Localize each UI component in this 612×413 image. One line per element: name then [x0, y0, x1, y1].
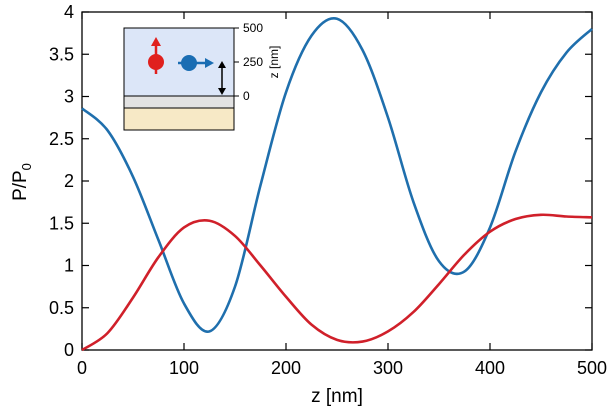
y-axis-title-subscript: 0 [19, 163, 34, 170]
y-axis-title-main: P/P [10, 170, 31, 201]
x-tick-label: 100 [169, 358, 199, 378]
x-axis-title: z [nm] [311, 386, 363, 407]
inset-substrate-layer [123, 107, 235, 131]
y-tick-label: 3.5 [49, 44, 74, 64]
double-arrow-icon [218, 61, 226, 95]
inset-tick-label: 500 [243, 21, 263, 35]
series-layer [81, 17, 593, 352]
y-tick-label: 0 [64, 340, 74, 360]
series-line-2 [81, 213, 593, 352]
horizontal-dipole-icon [178, 55, 214, 71]
vertical-dipole-icon [148, 37, 164, 74]
y-axis-title: P/P0 [10, 163, 34, 201]
x-tick-label: 500 [577, 358, 607, 378]
x-tick-label: 200 [271, 358, 301, 378]
y-tick-label: 3 [64, 87, 74, 107]
inset-tick-label: 0 [243, 89, 250, 103]
series-line-1 [81, 17, 593, 333]
y-tick-label: 2.5 [49, 129, 74, 149]
y-tick-label: 0.5 [49, 298, 74, 318]
x-tick-label: 300 [373, 358, 403, 378]
inset-axis-label: z [nm] [267, 46, 281, 79]
y-tick-label: 1.5 [49, 213, 74, 233]
y-tick-label: 4 [64, 2, 74, 22]
inset-tick-label: 250 [243, 55, 263, 69]
tick-labels: 0 100 200 300 400 500 0 0.5 1 1.5 2 2.5 3 3.5 4 [49, 2, 607, 378]
y-tick-label: 1 [64, 256, 74, 276]
inset-film-layer [123, 95, 235, 109]
x-tick-label: 400 [475, 358, 505, 378]
inset-schematic: 500 250 0 z [nm] [123, 21, 281, 131]
x-tick-label: 0 [77, 358, 87, 378]
y-tick-label: 2 [64, 171, 74, 191]
